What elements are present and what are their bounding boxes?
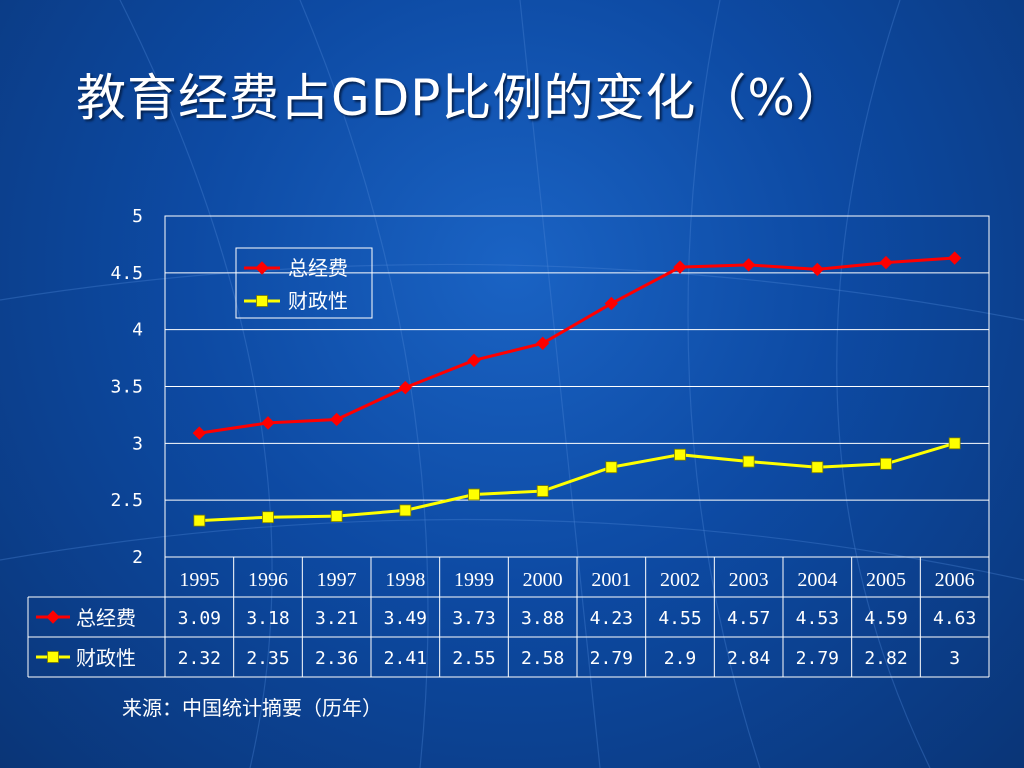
table-cell: 3.18 (246, 608, 289, 629)
table-cell: 4.63 (933, 608, 976, 629)
table-row-label: 财政性 (76, 646, 136, 670)
series-line-0 (199, 256, 955, 435)
legend-swatch-marker (256, 295, 268, 307)
data-point (536, 485, 549, 497)
data-point (879, 255, 893, 270)
data-point (467, 353, 481, 368)
data-point (880, 457, 892, 470)
x-category-label: 1997 (317, 569, 357, 591)
y-tick-label: 3 (132, 433, 143, 454)
data-point (330, 510, 343, 522)
x-category-label: 2004 (797, 569, 837, 591)
table-cell: 2.82 (864, 648, 907, 669)
y-tick-label: 4.5 (110, 263, 143, 284)
data-point (948, 437, 961, 450)
table-cell: 2.79 (796, 648, 839, 669)
x-category-label: 2002 (660, 569, 700, 591)
data-point (674, 448, 686, 461)
table-cell: 3.88 (521, 608, 564, 629)
table-cell: 3.49 (384, 608, 427, 629)
x-category-label: 1996 (248, 569, 288, 591)
x-category-label: 2006 (935, 569, 975, 591)
x-category-label: 1998 (385, 569, 425, 591)
legend-label: 总经费 (288, 256, 348, 280)
x-category-label: 1995 (179, 569, 219, 591)
table-cell: 3.09 (178, 608, 221, 629)
legend-swatch-marker (255, 261, 269, 275)
legend-box (235, 247, 373, 319)
x-category-label: 2003 (729, 569, 769, 591)
table-cell: 4.53 (796, 608, 839, 629)
y-axis-ticks: 2 2.5 3 3.5 4 4.5 5 (110, 206, 143, 568)
data-point (468, 488, 480, 501)
y-tick-label: 5 (132, 206, 143, 227)
data-point (192, 426, 207, 440)
data-point (262, 511, 274, 524)
data-point (811, 461, 824, 474)
y-tick-label: 4 (132, 320, 143, 341)
x-category-label: 2001 (591, 569, 631, 591)
table-row-label: 总经费 (76, 606, 136, 630)
table-cell: 2.55 (452, 648, 495, 669)
y-tick-label: 3.5 (110, 377, 143, 398)
slide-title: 教育经费占GDP比例的变化（%） (76, 69, 847, 127)
data-point (261, 416, 275, 430)
data-table: 1995 1996 1997 1998 1999 2000 2001 2002 2003 2004… (27, 557, 990, 678)
table-cell: 2.9 (664, 648, 697, 669)
data-point (399, 504, 412, 517)
data-point (398, 380, 413, 395)
table-cell: 4.59 (864, 608, 907, 629)
x-category-label: 2005 (866, 569, 906, 591)
table-cell: 3.21 (315, 608, 358, 629)
data-point (741, 258, 756, 272)
source-note: 来源：中国统计摘要（历年） (122, 696, 382, 720)
table-cell: 4.23 (590, 608, 633, 629)
table-cell: 4.55 (658, 608, 701, 629)
data-point (604, 296, 619, 311)
table-cell: 2.35 (246, 648, 289, 669)
table-cell: 3.73 (452, 608, 495, 629)
data-point (673, 260, 687, 274)
table-cell: 2.41 (384, 648, 427, 669)
table-legend-marker (47, 651, 59, 663)
table-legend-marker (46, 610, 60, 624)
table-cell: 3 (949, 648, 960, 669)
data-point (329, 412, 344, 427)
legend-label: 财政性 (288, 289, 348, 313)
x-category-label: 2000 (523, 569, 563, 591)
table-cell: 2.32 (178, 648, 221, 669)
y-tick-label: 2.5 (110, 490, 143, 511)
data-point (742, 455, 755, 468)
data-point (535, 336, 550, 351)
series-markers (192, 251, 962, 527)
series-line-1 (199, 441, 956, 523)
series-lines (199, 256, 956, 523)
table-cell: 2.58 (521, 648, 564, 669)
table-cell: 2.84 (727, 648, 770, 669)
table-cell: 2.79 (590, 648, 633, 669)
data-point (193, 514, 206, 527)
y-tick-label: 2 (132, 547, 143, 568)
data-point (947, 251, 962, 265)
table-cell: 4.57 (727, 608, 770, 629)
data-point (810, 262, 825, 277)
x-category-label: 1999 (454, 569, 494, 591)
table-cell: 2.36 (315, 648, 358, 669)
data-point (605, 461, 618, 474)
